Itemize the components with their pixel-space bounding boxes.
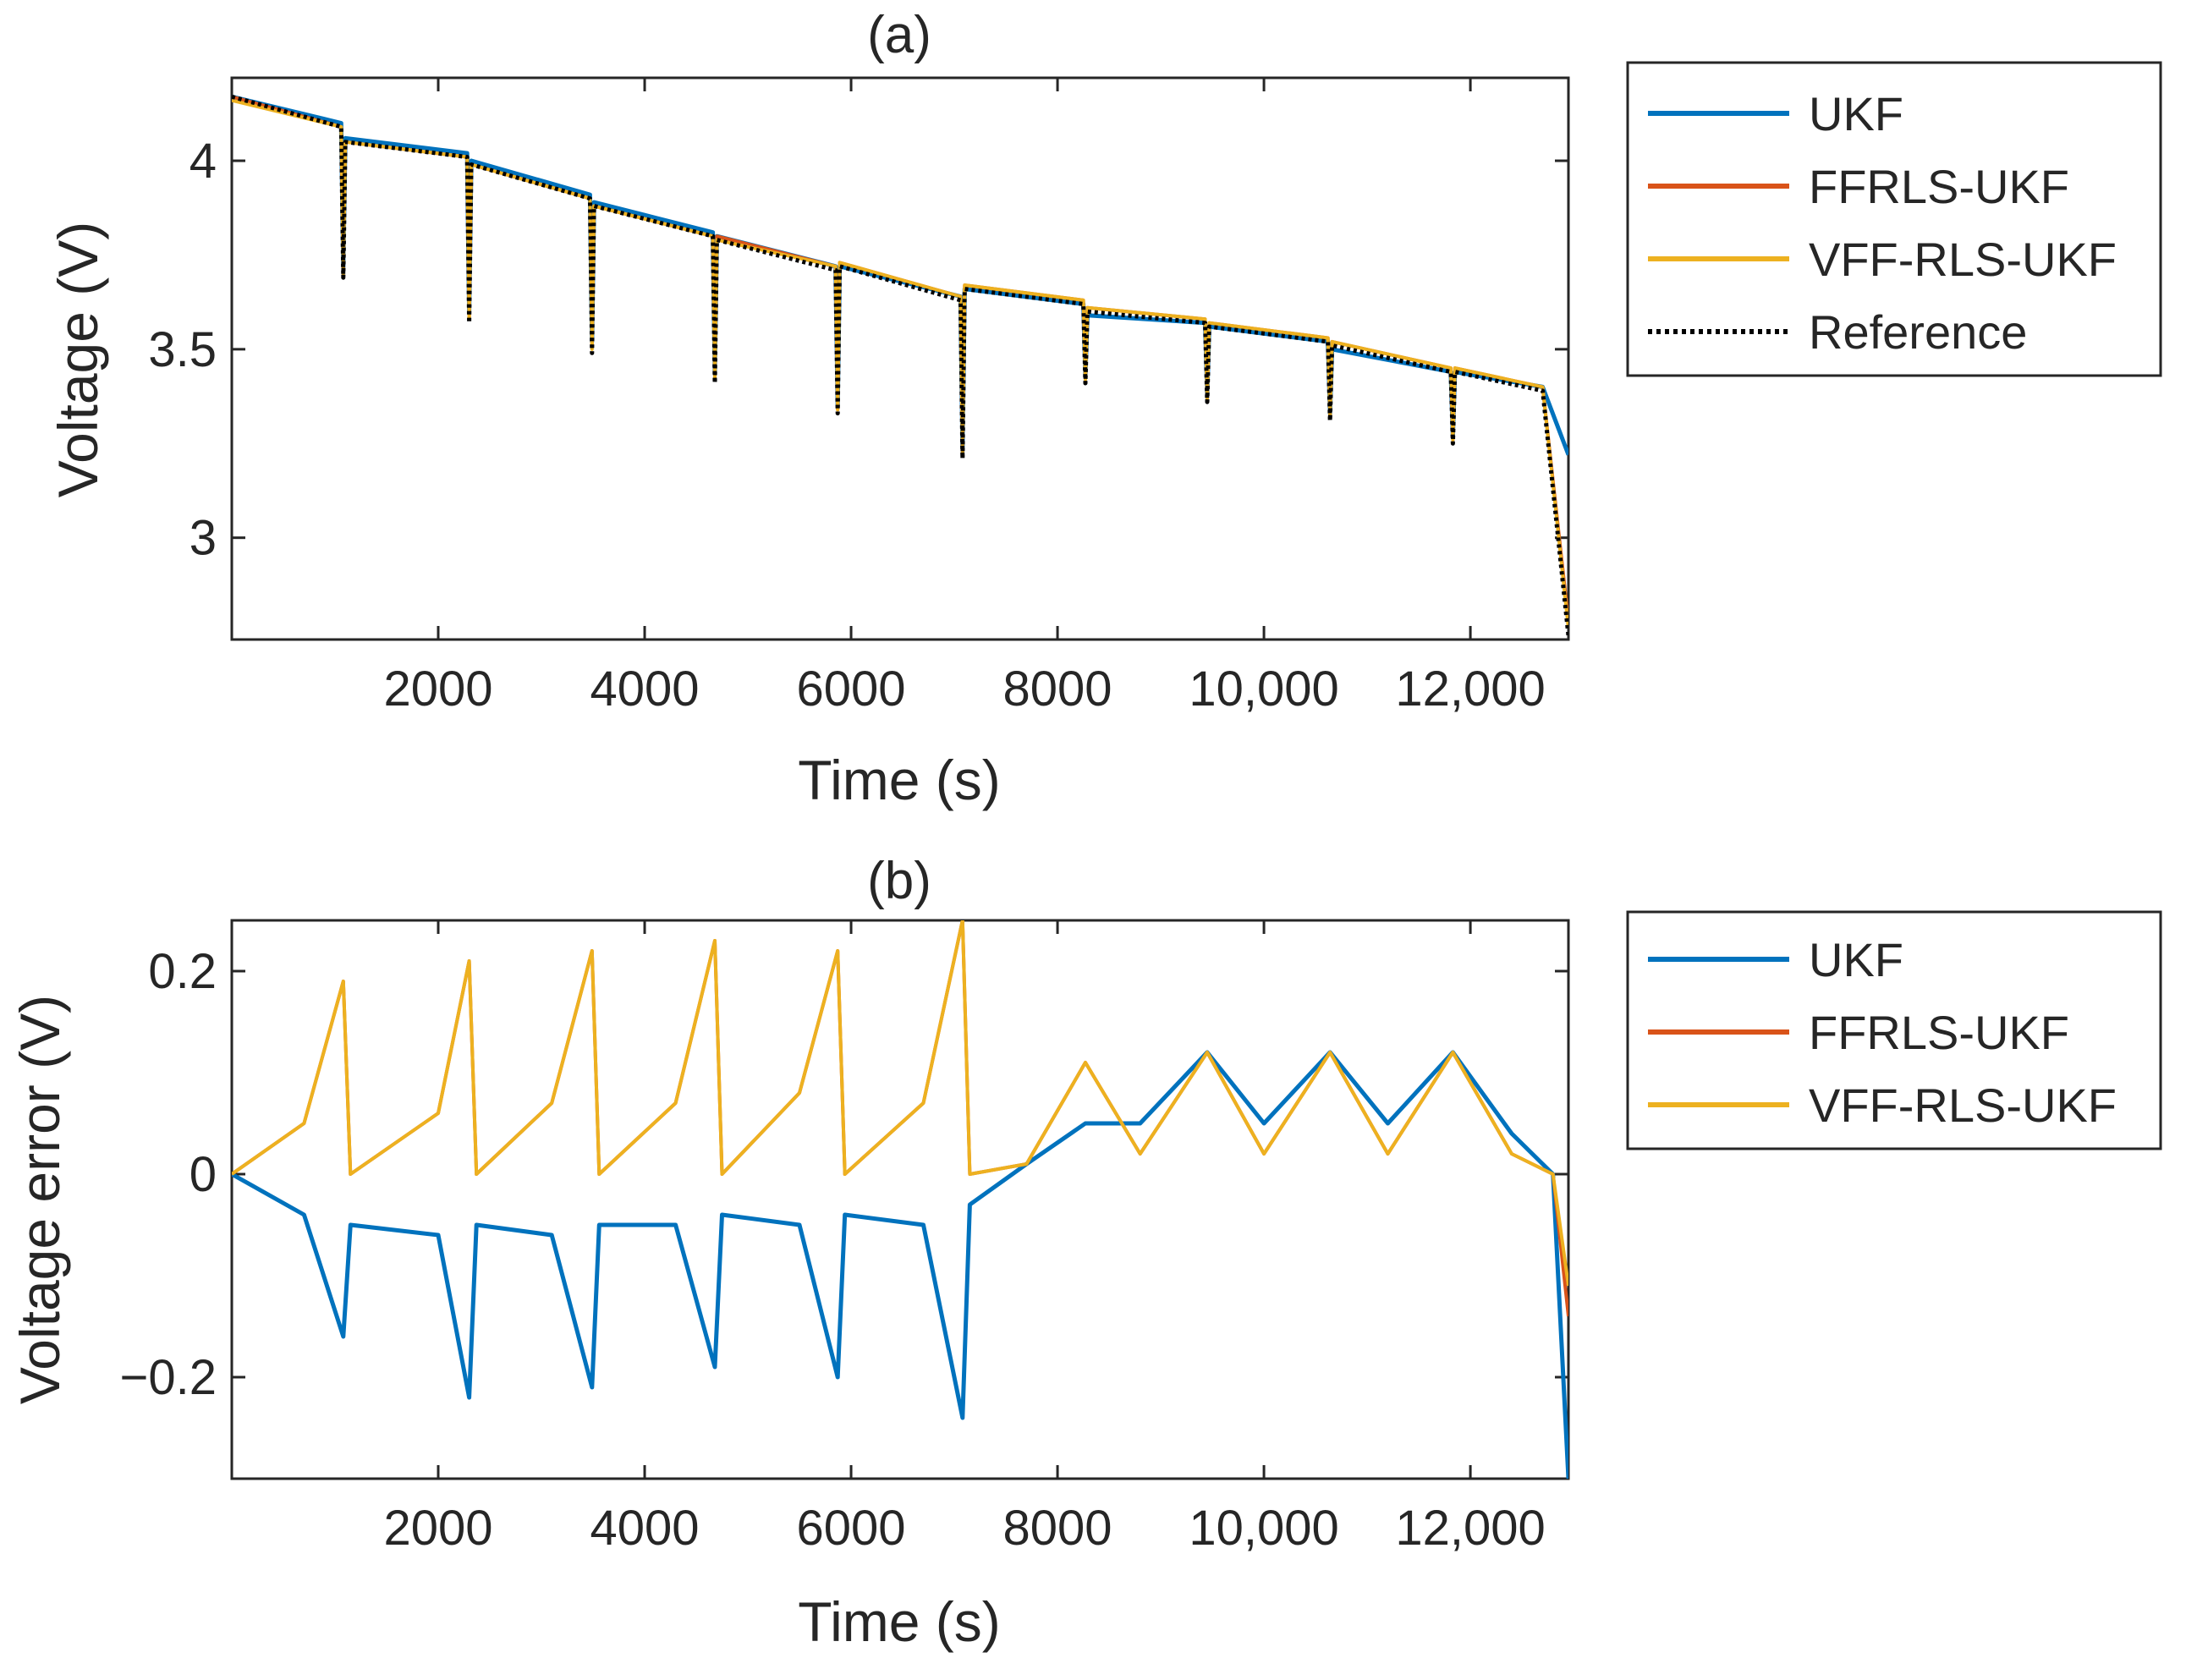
panel-b-xtick-label: 2000 — [383, 1501, 492, 1556]
legend-a-vff-label: VFF-RLS-UKF — [1809, 233, 2117, 286]
panel-b-series-vff-rls-ukf — [232, 920, 1568, 1287]
panel-a-series-reference — [232, 94, 1568, 636]
panel-a-xlabel: Time (s) — [798, 749, 1001, 811]
panel-b-xtick-label: 6000 — [797, 1501, 906, 1556]
panel-a-ytick-label: 3 — [189, 511, 217, 566]
legend-b-ffrls-label: FFRLS-UKF — [1809, 1006, 2069, 1059]
panel-a-xtick-label: 12,000 — [1395, 662, 1545, 716]
panel-b-ytick-label: 0 — [189, 1147, 217, 1202]
panel-a-xtick-label: 2000 — [383, 662, 492, 716]
panel-b-title: (b) — [867, 852, 931, 910]
panel-a-axes-box — [230, 76, 1570, 641]
panel-b-xtick-label: 12,000 — [1395, 1501, 1545, 1556]
panel-a-xtick-label: 10,000 — [1189, 662, 1338, 716]
panel-a-plot-area — [232, 94, 1568, 636]
panel-b: (b) 2000 4000 6000 8000 10,000 12,000 −0.2 0 0.2… — [8, 852, 2162, 1653]
panel-b-xtick-label: 10,000 — [1189, 1501, 1338, 1556]
panel-b-xtick-label: 4000 — [590, 1501, 700, 1556]
legend-b-ukf-label: UKF — [1809, 933, 1903, 986]
panel-a-xtick-label: 6000 — [797, 662, 906, 716]
panel-a-series — [232, 94, 1568, 636]
panel-a-series-vff-rls-ukf — [232, 98, 1568, 629]
panel-b-ylabel: Voltage error (V) — [8, 995, 71, 1404]
panel-a-ytick-label: 3.5 — [148, 322, 217, 377]
panel-a-legend: UKF FFRLS-UKF VFF-RLS-UKF Reference — [1626, 61, 2162, 377]
legend-a-ukf-label: UKF — [1809, 87, 1903, 140]
panel-a-ytick-label: 4 — [189, 134, 217, 189]
legend-a-reference-label: Reference — [1809, 305, 2027, 359]
panel-b-ytick-label: −0.2 — [120, 1350, 217, 1405]
panel-a-xtick-label: 4000 — [590, 662, 700, 716]
panel-b-series-ukf — [232, 1050, 1568, 1479]
panel-a-ticks: 2000 4000 6000 8000 10,000 12,000 3 3.5 4 — [148, 78, 1568, 716]
panel-b-legend: UKF FFRLS-UKF VFF-RLS-UKF — [1626, 910, 2162, 1150]
panel-a-ylabel: Voltage (V) — [47, 222, 109, 498]
panel-b-axes-box — [230, 919, 1570, 1480]
panel-a-title: (a) — [867, 6, 931, 64]
panel-b-series — [232, 920, 1568, 1479]
panel-a-xtick-label: 8000 — [1003, 662, 1112, 716]
legend-a-ffrls-label: FFRLS-UKF — [1809, 160, 2069, 213]
panel-b-xtick-label: 8000 — [1003, 1501, 1112, 1556]
panel-a: (a) 2000 4000 6000 8000 10,000 12,000 3 3.5 4 Ti… — [47, 6, 2162, 811]
panel-b-ytick-label: 0.2 — [148, 944, 217, 999]
panel-b-xlabel: Time (s) — [798, 1590, 1001, 1653]
panel-b-plot-area — [232, 920, 1568, 1479]
panel-b-ticks: 2000 4000 6000 8000 10,000 12,000 −0.2 0 0.2 — [120, 920, 1568, 1556]
legend-b-vff-label: VFF-RLS-UKF — [1809, 1079, 2117, 1132]
